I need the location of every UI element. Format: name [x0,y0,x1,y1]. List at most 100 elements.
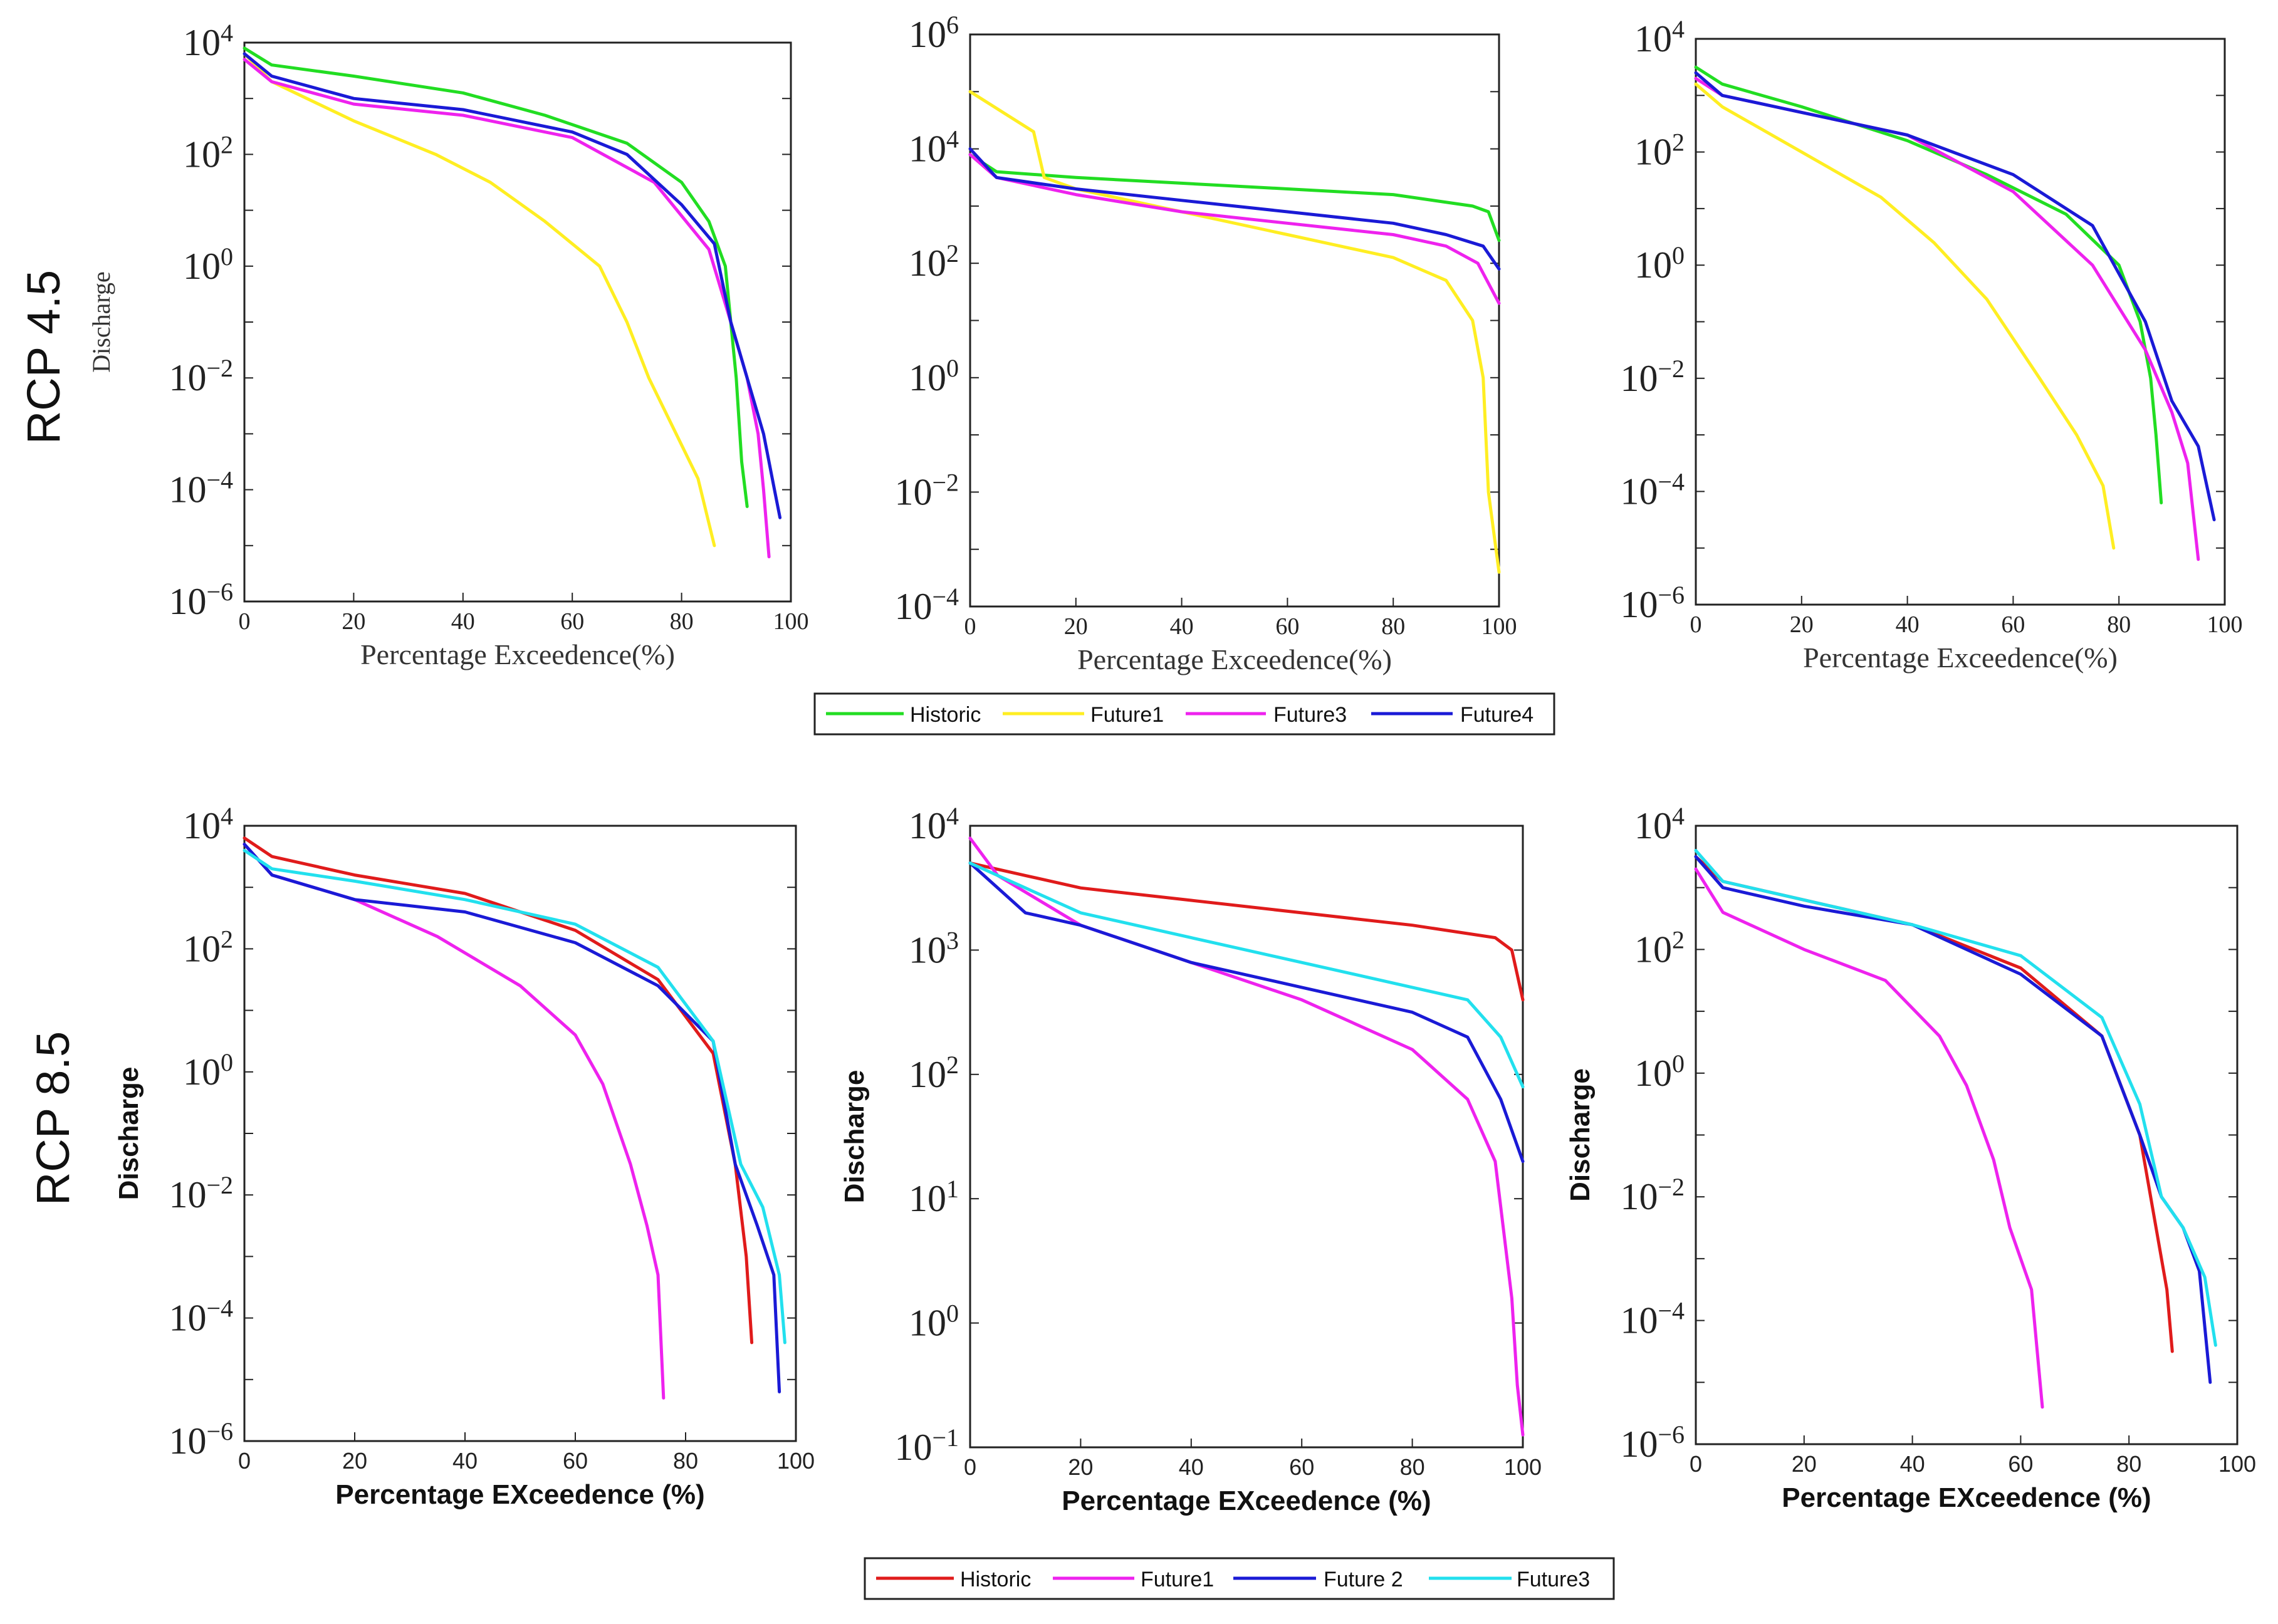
legend-label: Future1 [1141,1568,1214,1591]
y-tick-label: 102 [909,1051,959,1095]
y-tick-label: 103 [909,926,959,971]
y-tick-label: 100 [183,242,233,287]
series-line-historic [1694,65,2163,504]
legend-entry: Historic [876,1568,1031,1591]
series-line-future-2 [968,861,1525,1163]
x-tick-label: 20 [1064,613,1088,640]
series-line-future3 [243,58,771,559]
x-tick-label: 0 [239,608,251,635]
chart-panel: 0 20 40 60 80 100 104 102 100 10−2 10−4 10−6 Percent… [113,802,815,1510]
y-tick-label: 100 [1634,241,1685,286]
y-tick-label: 10−2 [169,1171,233,1215]
legend-entry: Future3 [1429,1568,1590,1591]
x-tick-label: 20 [342,1448,367,1474]
legend-label: Future4 [1460,703,1533,727]
x-tick-label: 60 [560,608,584,635]
x-tick-label: 100 [777,1448,815,1474]
legend-entry: Historic [826,703,981,727]
series-line-future4 [968,147,1501,271]
panels: 0 20 40 60 80 100 104 102 100 10−2 10−4 10−6 Percent… [87,11,2256,1516]
x-axis-label: Percentage EXceedence (%) [335,1479,704,1510]
chart-panel: 0 20 40 60 80 100 104 102 100 10−2 10−4 10−6 Percent… [1620,15,2242,674]
series-line-future1 [243,843,666,1400]
x-tick-label: 40 [1896,612,1920,638]
series-line-future1 [243,52,716,548]
y-axis-label: Discharge [1565,1068,1596,1202]
y-tick-label: 10−2 [169,354,233,398]
series-line-future4 [1694,71,2216,521]
x-tick-label: 0 [964,613,976,640]
series-line-future1 [1694,867,2044,1409]
y-tick-label: 102 [183,925,233,969]
plot-area-frame [969,33,1500,608]
y-tick-label: 100 [1634,1049,1685,1094]
x-tick-label: 60 [2001,612,2025,638]
y-tick-label: 101 [909,1175,959,1219]
plot-area-frame [1695,825,2239,1445]
x-tick-label: 80 [1400,1454,1425,1480]
x-tick-label: 40 [1900,1451,1925,1477]
x-tick-label: 0 [1690,612,1702,638]
series-line-historic [243,836,754,1345]
chart-panel: 0 20 40 60 80 100 104 102 100 10−2 10−4 10−6 Percent… [87,19,809,670]
x-tick-label: 20 [1068,1454,1093,1480]
legend-entry: Future1 [1053,1568,1214,1591]
x-tick-label: 40 [451,608,475,635]
row-label-rcp85: RCP 8.5 [27,1031,79,1205]
y-axis-label: Discharge [113,1067,144,1200]
series-line-future3 [968,861,1525,1089]
y-tick-label: 10−6 [1620,1420,1685,1465]
legend-label: Future1 [1090,703,1164,727]
series-line-future3 [968,153,1501,305]
x-tick-label: 60 [1275,613,1299,640]
x-tick-label: 0 [238,1448,251,1474]
legend-label: Historic [910,703,981,727]
x-tick-label: 100 [1481,613,1517,640]
legend-top: Historic Future1 Future3 Future4 [813,692,1555,736]
series-line-future1 [1694,82,2116,550]
series-line-future1 [968,90,1501,574]
y-tick-label: 102 [1634,128,1685,173]
y-tick-label: 10−4 [1620,467,1685,512]
legend-bottom: Historic Future1 Future 2 Future3 [864,1557,1615,1600]
series-line-future3 [1694,849,2217,1347]
series-line-future-2 [243,843,781,1393]
x-tick-label: 80 [673,1448,698,1474]
series-line-historic [968,153,1501,242]
y-tick-label: 10−4 [169,466,233,511]
x-axis-label: Percentage EXceedence (%) [1062,1486,1431,1516]
x-axis-label: Percentage EXceedence (%) [1782,1482,2151,1513]
x-tick-label: 40 [452,1448,478,1474]
x-tick-label: 60 [2008,1451,2033,1477]
series-line-future1 [968,836,1525,1437]
x-tick-label: 40 [1170,613,1194,640]
legend-label: Future 2 [1324,1568,1403,1591]
x-tick-label: 100 [2207,612,2243,638]
y-tick-label: 104 [183,19,233,63]
y-tick-label: 10−6 [169,578,233,622]
y-tick-label: 104 [909,802,959,846]
y-tick-label: 100 [183,1048,233,1093]
plot-area-frame [969,825,1524,1449]
x-tick-label: 60 [563,1448,588,1474]
y-tick-label: 102 [183,130,233,175]
y-tick-label: 102 [1634,925,1685,970]
plot-area-frame [243,825,797,1442]
y-tick-label: 104 [909,125,959,170]
row-label-rcp45: RCP 4.5 [18,270,70,444]
chart-panel: 0 20 40 60 80 100 106 104 102 100 10−2 10−4 Percenta… [894,11,1517,675]
y-tick-label: 10−2 [894,468,959,513]
legend-label: Future3 [1517,1568,1590,1591]
y-tick-label: 10−1 [894,1424,959,1468]
x-tick-label: 80 [2107,612,2131,638]
y-tick-label: 104 [183,802,233,846]
series-line-historic [243,46,749,508]
legend-entry: Future 2 [1233,1568,1403,1591]
y-axis-label: Discharge [839,1070,870,1204]
legend-entry: Future1 [1003,703,1164,727]
chart-panel: 0 20 40 60 80 100 104 103 102 101 100 10−1 Percentag… [839,802,1542,1516]
legend-label: Historic [960,1568,1031,1591]
y-tick-label: 100 [909,354,959,398]
x-tick-label: 100 [1504,1454,1542,1480]
x-tick-label: 100 [773,608,809,635]
